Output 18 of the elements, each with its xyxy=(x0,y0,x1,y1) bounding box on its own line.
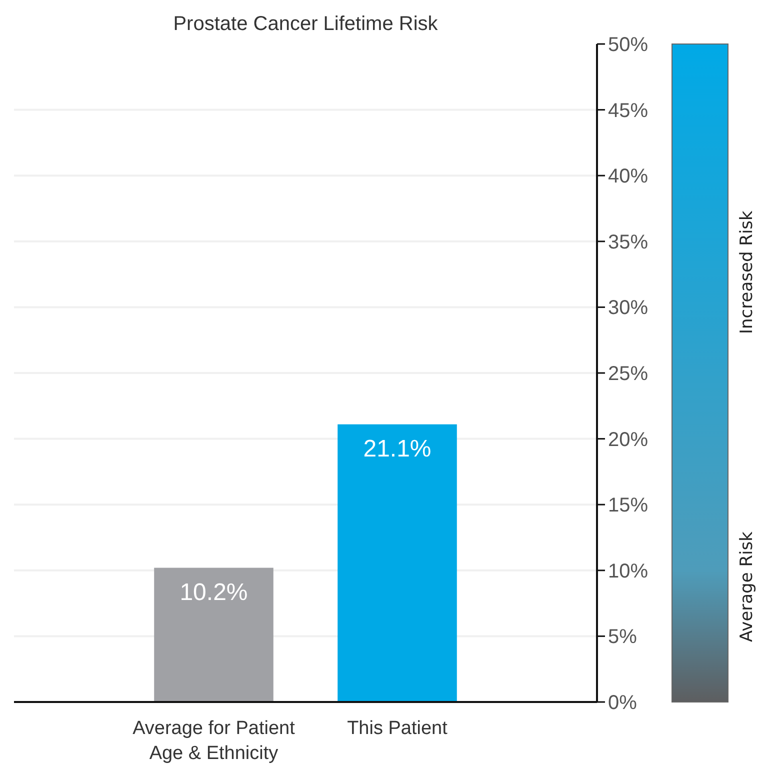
x-tick-label: Average for Patient Age & Ethnicity xyxy=(132,718,296,764)
y-tick-label: 30% xyxy=(608,297,648,320)
x-tick-label: This Patient xyxy=(347,718,448,739)
text: Average Risk xyxy=(737,531,757,642)
y-tick-label: 10% xyxy=(608,560,648,582)
text: Increased Risk xyxy=(737,210,757,334)
y-tick-label: 0% xyxy=(608,692,638,714)
data-label: 21.1% xyxy=(363,435,432,462)
y-tick-label: 15% xyxy=(608,494,648,517)
y-tick-label: 20% xyxy=(608,428,648,451)
y-tick-label: 25% xyxy=(608,363,648,385)
chart-title: Prostate Cancer Lifetime Risk xyxy=(173,13,439,35)
y-tick-label: 5% xyxy=(608,626,638,648)
y-tick-label: 35% xyxy=(608,231,648,254)
y-tick-label: 50% xyxy=(608,34,648,56)
y-tick-label: 40% xyxy=(608,166,648,188)
y-tick-label: 45% xyxy=(608,100,648,122)
data-label: 10.2% xyxy=(180,578,248,606)
